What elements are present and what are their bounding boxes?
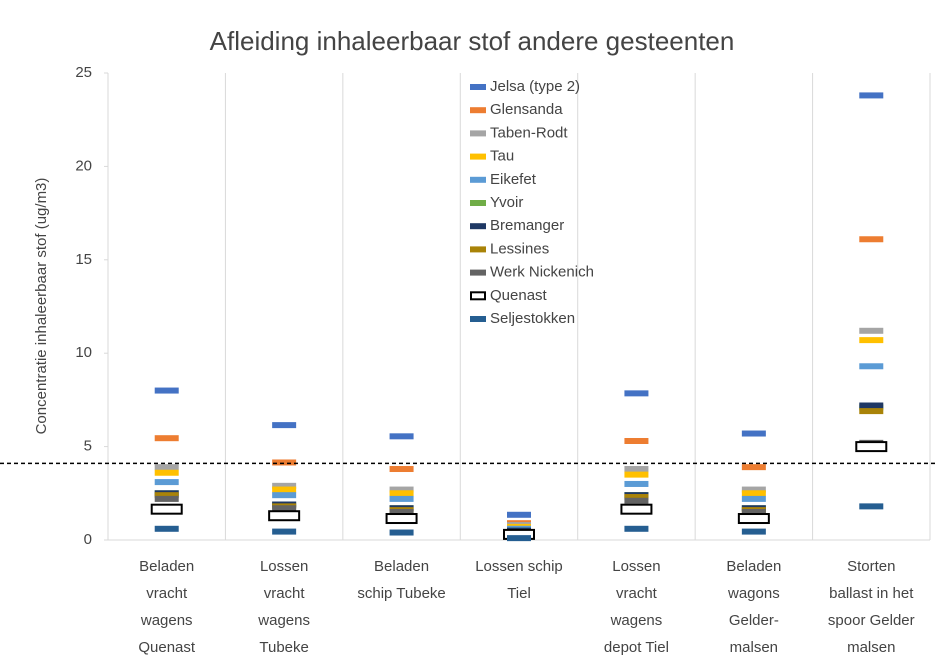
marker [389,529,414,536]
legend-label: Seljestokken [490,310,575,327]
y-tick-label: 25 [75,64,92,81]
marker [272,486,297,493]
marker [859,327,884,334]
marker [154,495,179,502]
marker [268,510,301,522]
y-tick-label: 20 [75,157,92,174]
legend-label: Yvoir [490,194,523,211]
marker [741,430,766,437]
marker [859,337,884,344]
marker [272,492,297,499]
marker [272,505,297,512]
legend-label: Taben-Rodt [490,124,568,141]
marker [507,511,531,518]
marker [272,422,297,429]
legend-swatch [470,200,486,206]
legend-swatch [470,223,486,230]
marker [150,503,183,515]
legend-swatch [470,316,486,322]
marker [389,486,414,493]
x-tick-label: Lossen vracht wagens Tubeke [257,558,310,656]
marker [154,464,179,471]
marker [272,528,297,535]
legend-swatch [470,153,486,160]
chart-title: Afleiding inhaleerbaar stof andere geste… [210,26,735,56]
legend-label: Quenast [490,287,548,304]
legend-label: Bremanger [490,217,564,234]
marker [859,408,884,415]
marker [859,402,884,409]
marker [154,435,179,442]
legend-swatch [470,269,486,276]
marker [741,528,766,535]
legend-label: Tau [490,148,514,165]
marker [389,466,414,473]
legend-swatch [470,84,486,90]
marker [389,490,414,497]
marker [154,387,179,394]
marker [624,466,649,473]
marker [154,492,179,499]
legend-swatch [470,176,486,183]
marker [741,490,766,497]
marker [154,469,179,476]
x-tick-label: Beladen wagons Gelder-malsen [726,558,781,656]
marker [389,433,414,440]
marker [741,495,766,502]
marker [154,525,179,532]
marker [272,459,297,466]
marker [624,525,649,532]
x-tick-label: Storten ballast in het spoor Gelder malsen [828,558,915,656]
marker [855,441,888,453]
x-tick-label: Beladen schip Tubeke [357,558,445,602]
marker [624,471,649,478]
marker [859,236,884,243]
marker [389,495,414,502]
marker [624,390,649,397]
marker [741,464,766,471]
legend-label: Werk Nickenich [490,264,594,281]
marker [389,508,414,515]
y-axis-label: Concentratie inhaleerbaar stof (ug/m3) [33,178,50,435]
legend-label: Glensanda [490,101,563,118]
marker [385,513,418,525]
marker [624,480,649,487]
marker [624,437,649,444]
y-tick-label: 0 [84,531,92,548]
y-tick-label: 15 [75,251,92,268]
marker [272,482,297,489]
legend-label: Jelsa (type 2) [490,78,580,95]
y-tick-label: 5 [84,438,92,455]
marker [620,503,653,515]
marker [741,486,766,493]
legend-swatch [470,107,486,114]
x-tick-label: Lossen vracht wagens depot Tiel [604,558,669,656]
legend-swatch [470,246,486,253]
marker [737,513,770,525]
marker [624,497,649,504]
marker [624,494,649,501]
x-tick-label: Lossen schip Tiel [475,558,563,602]
legend-label: Lessines [490,240,549,257]
legend-label: Eikefet [490,171,537,188]
marker [859,92,884,99]
marker [154,479,179,486]
x-tick-label: Beladen vracht wagens Quenast [138,558,196,656]
marker [859,363,884,370]
y-tick-label: 10 [75,344,92,361]
marker [507,535,531,542]
legend-swatch [470,291,486,301]
marker [859,503,884,510]
legend-swatch [470,130,486,137]
marker [741,508,766,515]
